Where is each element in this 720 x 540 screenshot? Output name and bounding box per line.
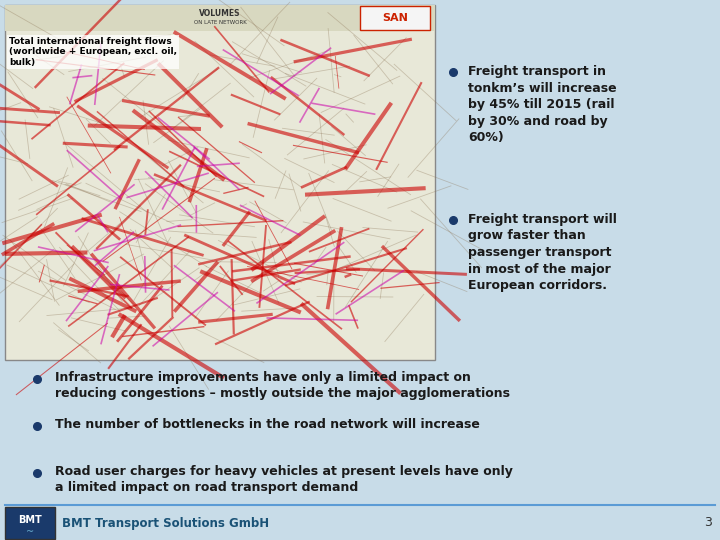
Text: BMT Transport Solutions GmbH: BMT Transport Solutions GmbH bbox=[62, 516, 269, 530]
Text: Total international freight flows
(worldwide + European, excl. oil,
bulk): Total international freight flows (world… bbox=[9, 37, 177, 67]
Text: Freight transport will
grow faster than
passenger transport
in most of the major: Freight transport will grow faster than … bbox=[468, 213, 617, 292]
FancyBboxPatch shape bbox=[360, 6, 430, 30]
FancyBboxPatch shape bbox=[5, 5, 435, 31]
Text: SAN: SAN bbox=[382, 13, 408, 23]
Text: 3: 3 bbox=[704, 516, 712, 530]
Text: VOLUMES: VOLUMES bbox=[199, 9, 240, 17]
FancyBboxPatch shape bbox=[5, 363, 715, 503]
Text: Infrastructure improvements have only a limited impact on
reducing congestions –: Infrastructure improvements have only a … bbox=[55, 371, 510, 400]
FancyBboxPatch shape bbox=[5, 507, 55, 539]
Text: ~: ~ bbox=[26, 527, 34, 537]
Text: The number of bottlenecks in the road network will increase: The number of bottlenecks in the road ne… bbox=[55, 418, 480, 431]
Text: Road user charges for heavy vehicles at present levels have only
a limited impac: Road user charges for heavy vehicles at … bbox=[55, 465, 513, 494]
Text: ON LATE NETWORK: ON LATE NETWORK bbox=[194, 21, 246, 25]
FancyBboxPatch shape bbox=[5, 5, 435, 360]
Text: BMT: BMT bbox=[18, 515, 42, 525]
Text: Freight transport in
tonkm’s will increase
by 45% till 2015 (rail
by 30% and roa: Freight transport in tonkm’s will increa… bbox=[468, 65, 616, 144]
